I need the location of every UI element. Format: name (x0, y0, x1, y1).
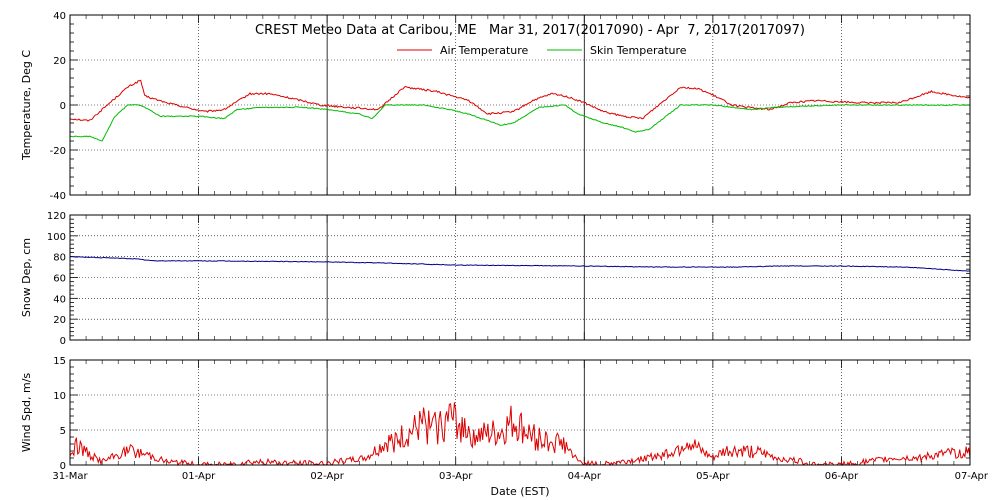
y-tick-label: 80 (53, 253, 66, 264)
chart-title: CREST Meteo Data at Caribou, ME Mar 31, … (255, 23, 805, 38)
series-line-0-0 (69, 79, 971, 122)
panel-1: 0 20 40 60 80 100 120 Snow Dep, cm (20, 211, 971, 347)
panels-container: -40 -20 0 20 40 Temperature, Deg C 0 20 40 60 80 10… (20, 11, 989, 482)
y-tick-label: 20 (53, 56, 66, 67)
y-tick-label: -20 (50, 146, 66, 157)
series-line-1-0 (69, 255, 970, 272)
series-line-0-1 (69, 104, 971, 142)
y-tick-label: 100 (47, 232, 66, 243)
y-tick-label: 5 (60, 426, 66, 437)
y-axis-label: Temperature, Deg C (20, 50, 33, 161)
legend: Air Temperature Skin Temperature (397, 44, 687, 57)
x-tick-label: 04-Apr (568, 471, 602, 482)
x-tick-label: 02-Apr (310, 471, 344, 482)
y-axis-label: Snow Dep, cm (20, 238, 33, 317)
x-tick-label: 06-Apr (825, 471, 859, 482)
y-tick-label: 40 (53, 11, 66, 22)
y-axis-label: Wind Spd, m/s (20, 373, 33, 453)
legend-label-skin: Skin Temperature (590, 44, 687, 57)
x-axis-label: Date (EST) (490, 485, 549, 498)
x-tick-label: 07-Apr (955, 471, 989, 482)
y-tick-label: 60 (53, 274, 66, 285)
y-tick-label: 20 (53, 315, 66, 326)
x-tick-label: 31-Mar (52, 471, 88, 482)
panel-frame (69, 214, 971, 341)
y-tick-label: 0 (60, 336, 66, 347)
x-tick-label: 05-Apr (696, 471, 730, 482)
y-tick-label: 120 (47, 211, 66, 222)
y-tick-label: 40 (53, 294, 66, 305)
legend-label-air: Air Temperature (440, 44, 529, 57)
panel-frame (69, 14, 971, 196)
panel-frame (69, 359, 971, 466)
y-tick-label: 10 (53, 391, 66, 402)
chart-title-group: CREST Meteo Data at Caribou, ME Mar 31, … (255, 23, 805, 38)
panel-2: 0 5 10 15 Wind Spd, m/s (20, 356, 971, 472)
y-tick-label: 0 (60, 461, 66, 472)
series-line-2-0 (69, 402, 971, 467)
x-tick-label: 01-Apr (182, 471, 216, 482)
y-tick-label: 0 (60, 101, 66, 112)
y-tick-label: 15 (53, 356, 66, 367)
x-tick-label: 03-Apr (439, 471, 473, 482)
panel-0: -40 -20 0 20 40 Temperature, Deg C (20, 11, 971, 202)
y-tick-label: -40 (50, 191, 66, 202)
